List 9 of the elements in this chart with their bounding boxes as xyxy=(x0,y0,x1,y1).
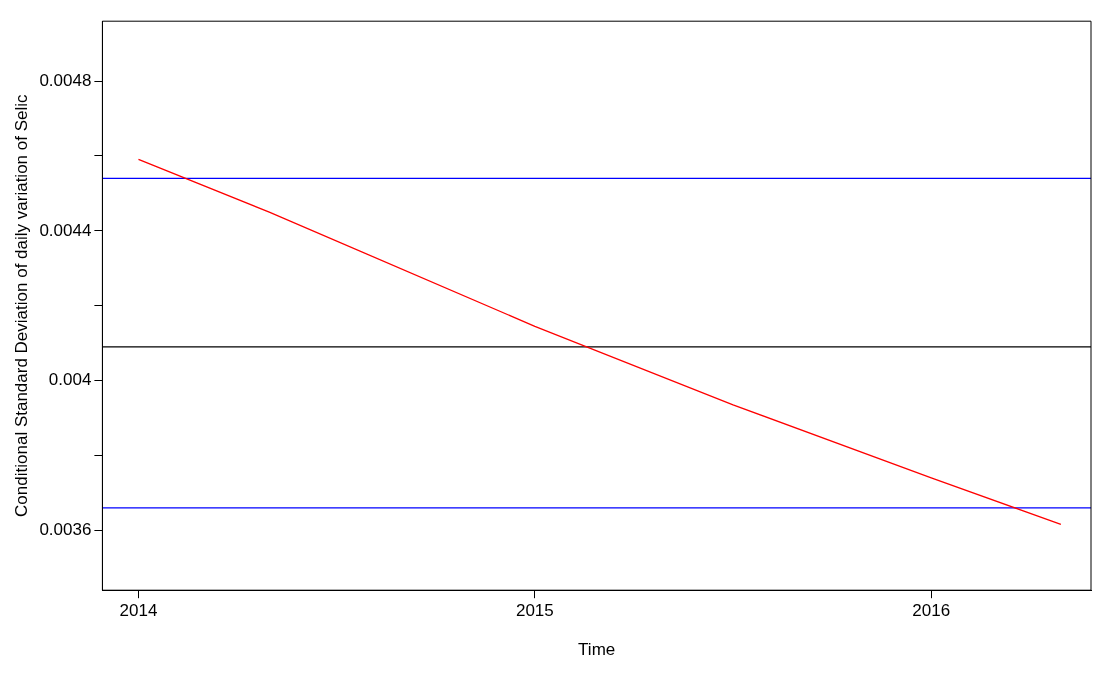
y-tick-label: 0.0036 xyxy=(39,519,92,539)
y-tick-label: 0.0048 xyxy=(39,70,92,90)
y-axis-title: Conditional Standard Deviation of daily variation of Selic xyxy=(11,94,31,517)
x-tick-label: 2016 xyxy=(912,601,951,621)
y-tick-label: 0.004 xyxy=(48,370,92,390)
x-axis-title: Time xyxy=(578,640,616,660)
y-tick-label: 0.0044 xyxy=(39,220,92,240)
x-tick-label: 2015 xyxy=(515,601,554,621)
x-tick-label: 2014 xyxy=(119,601,158,621)
